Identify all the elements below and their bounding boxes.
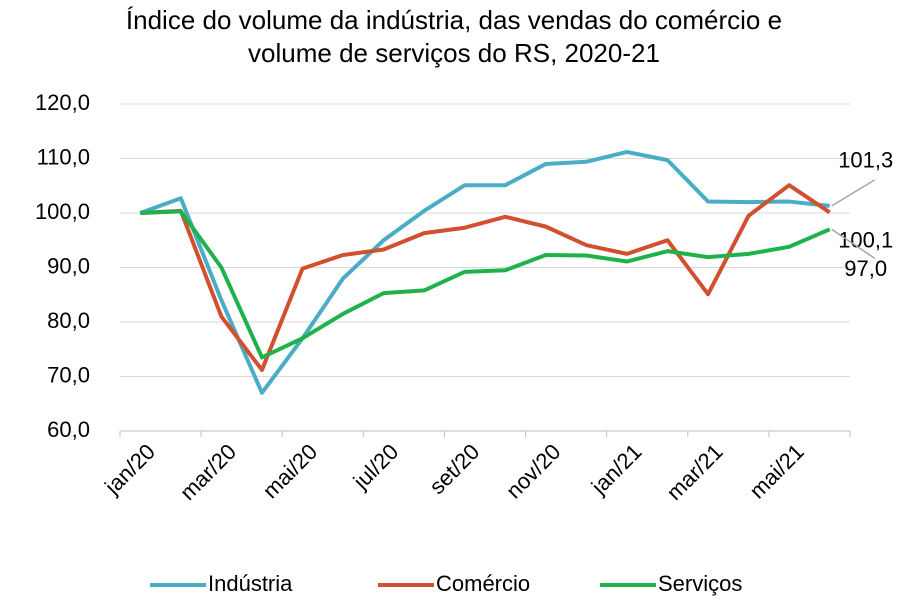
- series-line: [139, 149, 830, 395]
- legend-label: Indústria: [208, 571, 293, 596]
- x-tick-label: mai/21: [744, 439, 808, 503]
- y-tick-label: 100,0: [35, 199, 90, 224]
- chart-title: Índice do volume da indústria, das venda…: [125, 5, 783, 68]
- series-line: [140, 209, 831, 360]
- x-tick-label: mai/20: [258, 439, 322, 503]
- x-tick-label: jul/20: [348, 439, 404, 495]
- x-tick-label: jan/20: [99, 439, 160, 500]
- legend-label: Comércio: [436, 571, 530, 596]
- series-line: [140, 183, 831, 372]
- y-tick-label: 80,0: [47, 308, 90, 333]
- x-tick-label: mar/21: [662, 439, 728, 505]
- leader-line: [831, 179, 876, 207]
- x-tick-label: nov/20: [501, 439, 565, 503]
- x-tick-label: set/20: [424, 439, 484, 499]
- y-tick-label: 110,0: [37, 144, 90, 169]
- x-tick-label: jan/21: [586, 439, 647, 500]
- x-tick-label: mar/20: [175, 439, 241, 505]
- y-tick-label: 90,0: [47, 253, 90, 278]
- leader-line: [831, 228, 876, 259]
- y-tick-label: 60,0: [47, 417, 90, 442]
- data-label: 97,0: [844, 256, 887, 281]
- data-label: 101,3: [838, 148, 893, 173]
- y-tick-label: 120,0: [35, 90, 90, 115]
- y-tick-label: 70,0: [47, 362, 90, 387]
- legend-label: Serviços: [658, 571, 742, 596]
